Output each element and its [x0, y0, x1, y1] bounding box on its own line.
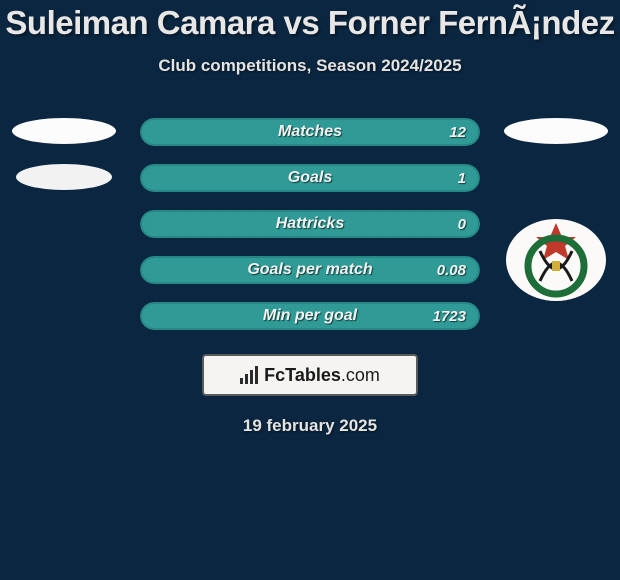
- stat-bar: Matches12: [140, 118, 480, 146]
- left-player-col: [8, 118, 120, 190]
- stat-bar: Hattricks0: [140, 210, 480, 238]
- stat-bar-label: Goals: [140, 164, 480, 192]
- player-left-mark-2: [16, 164, 112, 190]
- stat-bar-label: Goals per match: [140, 256, 480, 284]
- stat-bar-value: 0: [458, 210, 466, 238]
- footer-date: 19 february 2025: [243, 416, 377, 436]
- logo-brand-suffix: .com: [341, 365, 380, 385]
- logo-text: FcTables.com: [264, 365, 380, 386]
- crest-icon: [516, 221, 596, 299]
- page-subtitle: Club competitions, Season 2024/2025: [158, 56, 461, 76]
- stat-bar-label: Matches: [140, 118, 480, 146]
- stat-bar-value: 0.08: [437, 256, 466, 284]
- player-left-mark-1: [12, 118, 116, 144]
- main-row: Matches12 Goals1 Hattricks0 Goals per match…: [0, 118, 620, 330]
- logo-bars-icon: [240, 366, 258, 384]
- stat-bar-label: Min per goal: [140, 302, 480, 330]
- stat-bar: Min per goal1723: [140, 302, 480, 330]
- stat-bar-label: Hattricks: [140, 210, 480, 238]
- player-right-mark-1: [504, 118, 608, 144]
- stat-bar-value: 12: [449, 118, 466, 146]
- right-player-col: [500, 118, 612, 301]
- club-crest: [506, 219, 606, 301]
- stat-bar: Goals1: [140, 164, 480, 192]
- logo-brand-second: Tables: [285, 365, 341, 385]
- page-title: Suleiman Camara vs Forner FernÃ¡ndez: [0, 4, 620, 42]
- stat-bar-value: 1: [458, 164, 466, 192]
- infographic-root: Suleiman Camara vs Forner FernÃ¡ndez Clu…: [0, 0, 620, 580]
- fctables-logo: FcTables.com: [202, 354, 418, 396]
- logo-brand-first: Fc: [264, 365, 285, 385]
- stat-bar: Goals per match0.08: [140, 256, 480, 284]
- stat-bar-value: 1723: [433, 302, 466, 330]
- stats-bars: Matches12 Goals1 Hattricks0 Goals per match…: [120, 118, 500, 330]
